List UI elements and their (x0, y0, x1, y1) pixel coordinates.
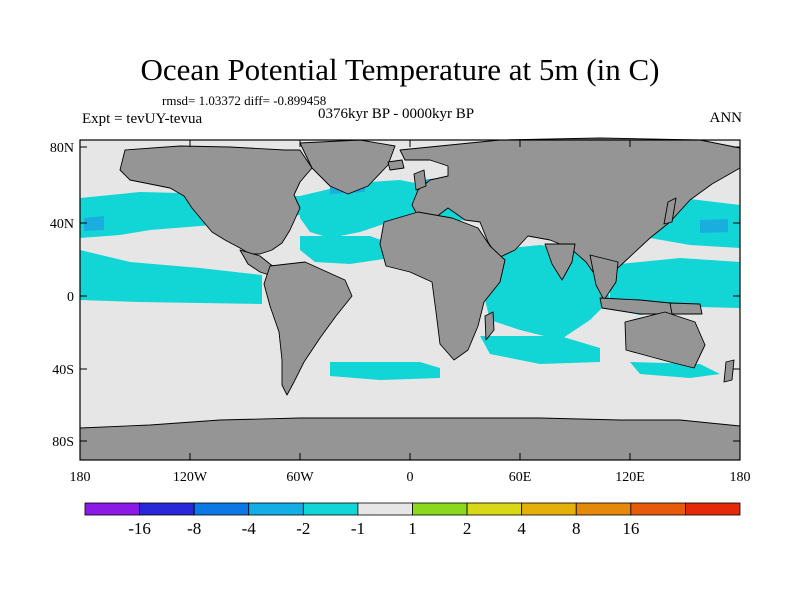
anomaly-tropical-pacific-east (80, 250, 262, 304)
land-japan (663, 197, 677, 225)
lat-label: 80S (52, 435, 74, 450)
land-iceland (387, 159, 405, 171)
land-new-guinea (669, 302, 703, 315)
land-north-america (119, 145, 313, 255)
colorbar-box (357, 502, 413, 516)
colorbar (84, 502, 741, 516)
anomaly-strong-npac-e (700, 219, 728, 233)
land-southeast-asia (589, 254, 619, 301)
anomaly-north-atlantic (300, 180, 445, 238)
land-india (544, 243, 576, 281)
experiment-label: Expt = tevUY-tevua (82, 111, 203, 127)
colorbar-label: -8 (187, 519, 202, 538)
period-label: 0376kyr BP - 0000kyr BP (318, 106, 475, 122)
stats-text: rmsd= 1.03372 diff= -0.899458 (162, 93, 327, 108)
colorbar-box (193, 502, 250, 516)
colorbar-label: -16 (128, 519, 151, 538)
anomaly-southern-band-indian (480, 336, 600, 364)
anomaly-tropical-atlantic (300, 236, 395, 264)
colorbar-box (575, 502, 632, 516)
land-uk (413, 169, 427, 191)
colorbar-box (302, 502, 359, 516)
anomaly-southern-band-atlantic (330, 362, 440, 380)
axis-ticks: 180 120W 60W 0 60E 120E 180 80N 40N 0 40S 80S (50, 140, 751, 485)
colorbar-label: 2 (462, 519, 472, 538)
land (79, 137, 741, 461)
land-madagascar (484, 311, 495, 341)
anomaly-southern-band-australia (630, 362, 720, 378)
colorbar-box (521, 502, 577, 516)
lon-label: 120E (615, 470, 645, 485)
lat-label: 80N (50, 141, 74, 156)
lat-label: 40N (50, 217, 74, 232)
anomaly-strong-npac-w (84, 216, 104, 231)
lon-label: 60W (286, 470, 314, 485)
colorbar-box (84, 502, 140, 516)
colorbar-box (248, 502, 304, 516)
colorbar-box (685, 502, 741, 516)
colorbar-box (412, 502, 468, 516)
colorbar-label: 8 (572, 519, 581, 538)
lat-label: 40S (52, 363, 74, 378)
lon-label: 0 (407, 470, 414, 485)
lon-label: 180 (70, 470, 91, 485)
plot-title: Ocean Potential Temperature at 5m (in C) (140, 52, 660, 87)
land-greenland (299, 139, 396, 195)
colorbar-box (139, 502, 195, 516)
land-new-zealand (723, 359, 735, 383)
colorbar-label: -1 (350, 519, 365, 538)
colorbar-label: -4 (241, 519, 256, 538)
colorbar-label: 4 (517, 519, 526, 538)
colorbar-label: -2 (296, 519, 311, 538)
lon-label: 60E (509, 470, 532, 485)
land-south-america (263, 261, 353, 396)
land-africa (379, 211, 506, 361)
colorbar-label: 1 (408, 519, 417, 538)
colorbar-box (466, 502, 523, 516)
land-australia (624, 311, 706, 369)
anomaly-indian-ocean (480, 245, 610, 340)
land-eurasia (399, 137, 741, 283)
colorbar-box (630, 502, 686, 516)
lon-label: 120W (173, 470, 208, 485)
season-label: ANN (709, 110, 743, 126)
lon-label: 180 (730, 470, 751, 485)
colorbar-label: 16 (622, 519, 640, 538)
lat-label: 0 (67, 290, 74, 305)
